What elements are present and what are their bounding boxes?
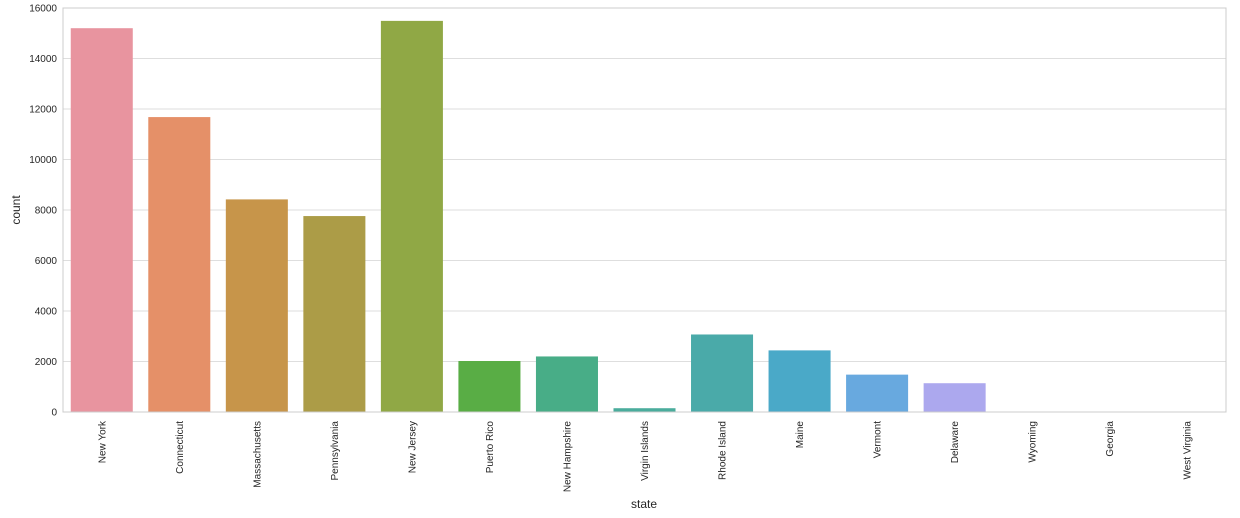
y-tick-label: 12000 xyxy=(29,105,57,116)
y-tick-label: 2000 xyxy=(35,357,58,368)
y-tick-label: 14000 xyxy=(29,54,57,65)
x-tick-label: Virgin Islands xyxy=(640,421,651,481)
x-tick-label: Georgia xyxy=(1105,421,1116,457)
x-tick-label: New Jersey xyxy=(407,421,418,473)
bar xyxy=(380,20,443,412)
bar xyxy=(70,28,133,412)
x-tick-label: Pennsylvania xyxy=(330,421,341,481)
x-tick-label: Massachusetts xyxy=(252,421,263,488)
x-tick-label: Wyoming xyxy=(1028,421,1039,463)
bar xyxy=(691,334,754,412)
x-tick-label: Maine xyxy=(795,421,806,449)
x-tick-label: Vermont xyxy=(873,421,884,458)
x-axis-ticks: New York Connecticut Massachusetts Pennsylv… xyxy=(97,420,1193,492)
y-tick-label: 6000 xyxy=(35,256,58,267)
bar xyxy=(613,408,676,412)
y-axis-ticks: 0 2000 4000 6000 8000 10000 12000 14000 16000 xyxy=(29,4,57,419)
x-tick-label: Delaware xyxy=(950,421,961,464)
x-tick-label: Connecticut xyxy=(175,421,186,474)
y-tick-label: 8000 xyxy=(35,206,58,217)
bar xyxy=(225,199,288,412)
bars xyxy=(70,20,1219,412)
bar xyxy=(923,383,986,412)
y-tick-label: 0 xyxy=(51,408,57,419)
plot-frame xyxy=(62,7,1227,413)
bar xyxy=(846,374,909,412)
bar xyxy=(458,360,521,412)
bar xyxy=(148,117,211,412)
x-tick-label: New York xyxy=(97,420,108,463)
y-axis-label: count xyxy=(9,195,23,225)
y-tick-label: 16000 xyxy=(29,4,57,15)
x-tick-label: New Hampshire xyxy=(562,421,573,493)
y-tick-label: 10000 xyxy=(29,155,57,166)
bar xyxy=(535,356,598,412)
x-tick-label: Rhode Island xyxy=(718,421,729,480)
x-axis-label: state xyxy=(631,497,657,511)
bar xyxy=(303,216,366,412)
y-tick-label: 4000 xyxy=(35,307,58,318)
bar xyxy=(768,350,831,412)
x-tick-label: Puerto Rico xyxy=(485,421,496,474)
x-tick-label: West Virginia xyxy=(1183,421,1194,480)
